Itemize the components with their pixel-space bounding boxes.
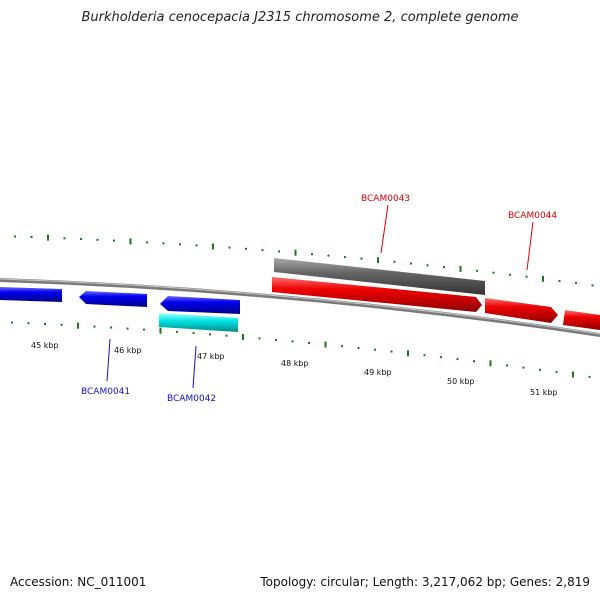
backbone	[0, 278, 600, 337]
gene-label-bcam0042[interactable]: BCAM0042	[167, 394, 216, 404]
cds-feature-bcam0041[interactable]	[79, 291, 147, 307]
tick-label-51kbp: 51 kbp	[530, 388, 558, 397]
tick-label-48kbp: 48 kbp	[281, 359, 309, 368]
leader-line-bcam0044	[526, 221, 534, 271]
tick-label-50kbp: 50 kbp	[447, 377, 475, 386]
gene-feature-bcam0043[interactable]	[274, 258, 485, 295]
tick-label-45kbp: 45 kbp	[31, 341, 59, 350]
leader-line-bcam0043	[380, 204, 389, 254]
map-title: Burkholderia cenocepacia J2315 chromosom…	[81, 10, 519, 25]
tick-label-47kbp: 47 kbp	[197, 352, 225, 361]
cds-feature-bcam0043[interactable]	[272, 277, 482, 312]
cds-feature-reverse[interactable]	[0, 287, 62, 302]
genome-summary-text: Topology: circular; Length: 3,217,062 bp…	[260, 575, 590, 589]
upper-tick-row	[14, 234, 594, 287]
tick-label-49kbp: 49 kbp	[364, 368, 392, 377]
gene-label-bcam0044[interactable]: BCAM0044	[508, 211, 557, 221]
lower-tick-row	[11, 321, 591, 378]
cds-feature-bcam0044[interactable]	[485, 298, 558, 323]
cds-feature-next[interactable]	[563, 310, 600, 330]
accession-text: Accession: NC_011001	[10, 575, 147, 589]
rna-feature-bcam0042[interactable]	[159, 313, 238, 332]
leader-line-bcam0042	[192, 345, 197, 389]
leader-line-bcam0041	[106, 338, 111, 382]
tick-label-46kbp: 46 kbp	[114, 346, 142, 355]
gene-label-bcam0043[interactable]: BCAM0043	[361, 194, 410, 204]
gene-label-bcam0041[interactable]: BCAM0041	[81, 387, 130, 397]
cds-feature-bcam0042-reverse[interactable]	[160, 296, 240, 314]
backbone-highlight	[0, 278, 600, 335]
